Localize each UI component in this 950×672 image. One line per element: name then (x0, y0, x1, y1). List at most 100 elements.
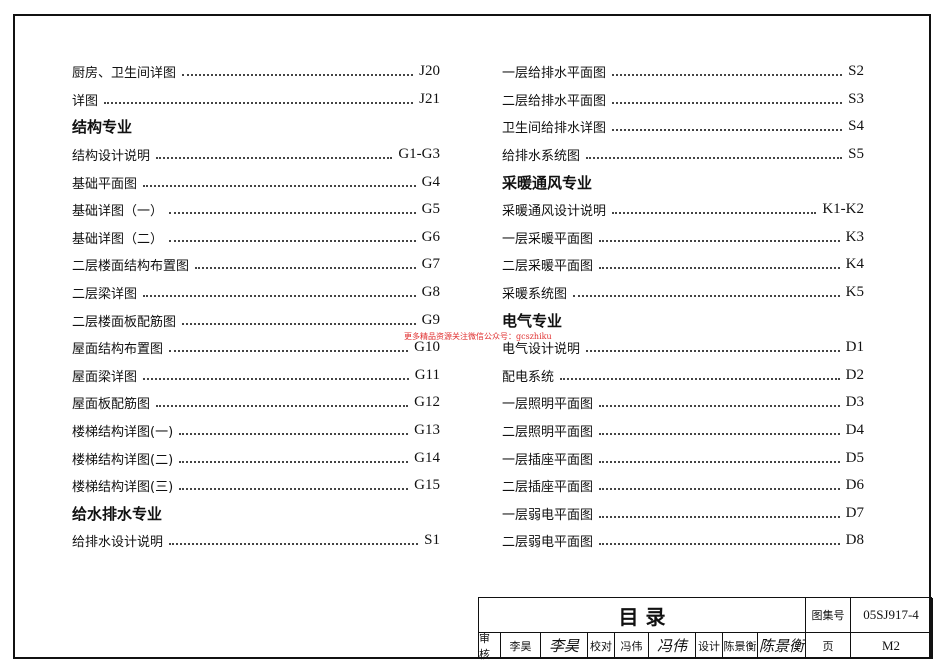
dot-leader (586, 156, 843, 160)
dot-leader (182, 322, 416, 325)
entry-title: 一层插座平面图 (502, 452, 594, 468)
toc-entry: 电气设计说明 D1 (502, 334, 864, 362)
entry-title: 二层梁详图 (72, 287, 138, 303)
toc-entry: 配电系统 D2 (502, 362, 864, 390)
dot-leader (599, 404, 840, 408)
entry-title: 卫生间给排水详图 (502, 121, 607, 137)
entry-title: 楼梯结构详图(一) (72, 425, 174, 441)
sheet-code: S5 (848, 146, 864, 163)
dot-leader (612, 211, 817, 215)
sheet-code: S1 (424, 532, 440, 549)
section-title: 结构专业 (72, 118, 133, 137)
toc-entry: 基础详图（一） G5 (72, 196, 440, 224)
entry-title: 屋面板配筋图 (72, 397, 151, 413)
sheet-code: K1-K2 (822, 201, 864, 218)
section-heading: 给水排水专业 (72, 500, 440, 528)
reviewer-signature: 李昊 (541, 633, 588, 658)
toc-entry: 二层插座平面图 D6 (502, 472, 864, 500)
dot-leader (143, 184, 416, 187)
toc-entry: 给排水设计说明 S1 (72, 527, 440, 555)
checker-name: 冯伟 (615, 633, 649, 658)
checker-signature: 冯伟 (649, 633, 696, 658)
sheet-code: K5 (845, 284, 864, 301)
dot-leader (179, 487, 409, 491)
dot-leader (599, 542, 840, 546)
section-title: 电气专业 (502, 311, 563, 330)
entry-title: 基础详图（二） (72, 231, 164, 247)
entry-title: 一层采暖平面图 (502, 231, 594, 247)
sheet-code: G8 (421, 284, 440, 301)
frame-bottom-line (13, 657, 933, 659)
toc-entry: 二层给排水平面图 S3 (502, 86, 864, 114)
dot-leader (169, 239, 416, 242)
dot-leader (599, 266, 840, 270)
dot-leader (573, 294, 840, 298)
dot-leader (156, 404, 409, 408)
title-block-title: 目 录 (479, 598, 806, 633)
dot-leader (599, 487, 840, 491)
sheet-code: G13 (414, 422, 440, 439)
toc-entry: 屋面梁详图 G11 (72, 362, 440, 390)
entry-title: 给排水系统图 (502, 149, 581, 165)
sheet-code: G9 (421, 311, 440, 328)
dot-leader (599, 239, 840, 242)
entry-title: 二层插座平面图 (502, 480, 594, 496)
dot-leader (612, 73, 843, 77)
sheet-code: S3 (848, 90, 864, 107)
entry-title: 基础详图（一） (72, 204, 164, 220)
page-number: M2 (851, 633, 933, 658)
watermark-text: 更多精品资源关注微信公众号：gcszhiku (404, 332, 552, 341)
entry-title: 厨房、卫生间详图 (72, 66, 177, 82)
toc-entry: 结构设计说明 G1-G3 (72, 141, 440, 169)
dot-leader (599, 432, 840, 436)
sheet-code: G12 (414, 394, 440, 411)
section-heading: 电气专业 (502, 306, 864, 334)
sheet-code: K4 (845, 256, 864, 273)
drawing-frame (13, 14, 931, 658)
toc-entry: 二层梁详图 G8 (72, 279, 440, 307)
entry-title: 屋面梁详图 (72, 369, 138, 385)
entry-title: 采暖系统图 (502, 287, 568, 303)
sheet-code: J20 (419, 63, 440, 80)
toc-entry: 二层楼面板配筋图 G9 (72, 306, 440, 334)
entry-title: 二层采暖平面图 (502, 259, 594, 275)
toc-entry: 卫生间给排水详图 S4 (502, 113, 864, 141)
sheet-code: S4 (848, 118, 864, 135)
entry-title: 一层给排水平面图 (502, 66, 607, 82)
entry-title: 一层照明平面图 (502, 397, 594, 413)
section-heading: 采暖通风专业 (502, 168, 864, 196)
designer-name: 陈景衡 (723, 633, 758, 658)
entry-title: 二层给排水平面图 (502, 93, 607, 109)
toc-entry: 采暖通风设计说明 K1-K2 (502, 196, 864, 224)
dot-leader (169, 211, 416, 215)
section-title: 给水排水专业 (72, 504, 163, 523)
sheet-code: D5 (845, 449, 864, 466)
entry-title: 基础平面图 (72, 176, 138, 192)
dot-leader (599, 460, 840, 463)
toc-entry: 一层弱电平面图 D7 (502, 500, 864, 528)
design-label: 设计 (696, 633, 723, 658)
toc-entry: 楼梯结构详图(三) G15 (72, 472, 440, 500)
toc-entry: 详图 J21 (72, 86, 440, 114)
dot-leader (169, 542, 419, 546)
toc-entry: 楼梯结构详图(二) G14 (72, 444, 440, 472)
toc-entry: 采暖系统图 K5 (502, 279, 864, 307)
entry-title: 二层照明平面图 (502, 425, 594, 441)
dot-leader (612, 101, 843, 104)
sheet-code: G10 (414, 339, 440, 356)
entry-title: 电气设计说明 (502, 342, 581, 358)
toc-entry: 厨房、卫生间详图 J20 (72, 58, 440, 86)
entry-title: 二层弱电平面图 (502, 535, 594, 551)
dot-leader (612, 128, 843, 132)
sheet-code: D3 (845, 394, 864, 411)
sheet-code: G11 (414, 366, 440, 383)
sheet-code: D7 (845, 504, 864, 521)
toc-entry: 一层照明平面图 D3 (502, 389, 864, 417)
toc-entry: 基础详图（二） G6 (72, 224, 440, 252)
sheet-code: K3 (845, 228, 864, 245)
sheet-code: G15 (414, 477, 440, 494)
toc-entry: 二层照明平面图 D4 (502, 417, 864, 445)
entry-title: 一层弱电平面图 (502, 507, 594, 523)
dot-leader (143, 294, 416, 298)
dot-leader (195, 266, 416, 270)
